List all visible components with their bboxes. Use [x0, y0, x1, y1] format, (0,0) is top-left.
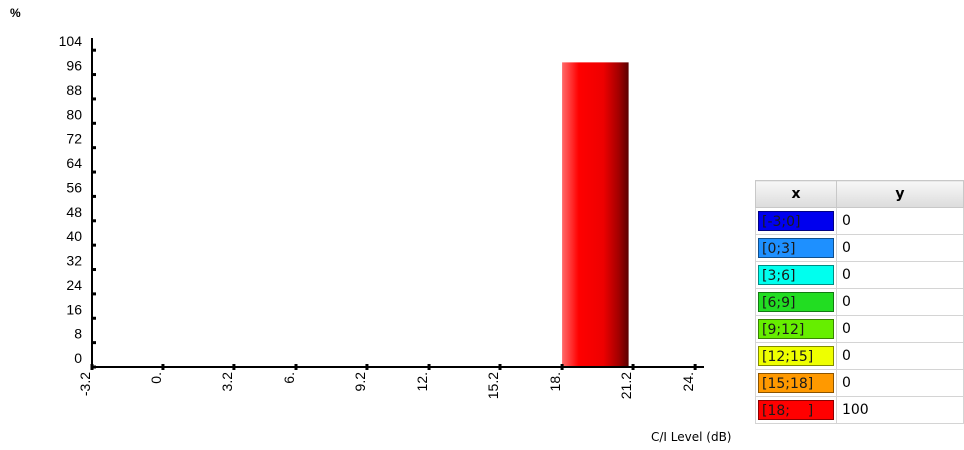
x-tick-label: -3.2	[77, 372, 93, 396]
legend-swatch-cell: [0;3]	[755, 234, 837, 262]
y-tick-label: 16	[66, 301, 82, 317]
x-tick-label: 0.	[148, 372, 164, 384]
legend-row[interactable]: [15;18] 0	[755, 369, 964, 397]
y-tick-label: 40	[66, 228, 82, 244]
legend-value: 0	[835, 207, 964, 235]
legend-row[interactable]: [-3;0] 0	[755, 207, 964, 235]
legend-row[interactable]: [3;6] 0	[755, 261, 964, 289]
legend-value: 0	[835, 234, 964, 262]
legend-row[interactable]: [6;9] 0	[755, 288, 964, 316]
legend-header-y[interactable]: y	[835, 180, 964, 208]
legend-row[interactable]: [0;3] 0	[755, 234, 964, 262]
legend-range-label: [18; ]	[758, 400, 834, 420]
legend-swatch-cell: [6;9]	[755, 288, 837, 316]
y-tick-label: 72	[66, 131, 82, 147]
legend-swatch-cell: [18; ]	[755, 396, 837, 424]
y-tick-label: 8	[74, 326, 82, 342]
y-tick-label: 96	[66, 58, 82, 74]
y-axis-unit-label: %	[10, 6, 21, 20]
x-tick-label: 9.2	[352, 372, 368, 392]
x-tick-label: 21.2	[618, 372, 634, 399]
legend-swatch-cell: [9;12]	[755, 315, 837, 343]
legend-range-label: [3;6]	[758, 265, 834, 285]
y-tick-label: 32	[66, 253, 82, 269]
legend-value: 0	[835, 315, 964, 343]
legend-range-label: [9;12]	[758, 319, 834, 339]
legend-value: 0	[835, 342, 964, 370]
legend-swatch-cell: [15;18]	[755, 369, 837, 397]
legend-swatch-cell: [12;15]	[755, 342, 837, 370]
y-tick-label: 48	[66, 204, 82, 220]
y-tick-label: 80	[66, 106, 82, 122]
y-tick-label: 88	[66, 82, 82, 98]
legend-row[interactable]: [18; ] 100	[755, 396, 964, 424]
legend-value: 100	[835, 396, 964, 424]
legend-row[interactable]: [12;15] 0	[755, 342, 964, 370]
x-tick-label: 15.2	[485, 372, 501, 399]
legend-value: 0	[835, 261, 964, 289]
legend-row[interactable]: [9;12] 0	[755, 315, 964, 343]
y-tick-label: 104	[59, 33, 83, 49]
legend-swatch-cell: [-3;0]	[755, 207, 837, 235]
y-tick-label: 24	[66, 277, 82, 293]
y-tick-label: 64	[66, 155, 82, 171]
x-tick-label: 18.	[547, 372, 563, 391]
bar-0	[562, 62, 629, 368]
x-tick-label: 3.2	[219, 372, 235, 392]
legend-value: 0	[835, 288, 964, 316]
x-tick-label: 24.	[680, 372, 696, 391]
x-tick-label: 6.	[281, 372, 297, 384]
legend-range-label: [0;3]	[758, 238, 834, 258]
x-tick-label: 12.	[414, 372, 430, 391]
legend-range-label: [-3;0]	[758, 211, 834, 231]
legend-range-label: [15;18]	[758, 373, 834, 393]
legend-value: 0	[835, 369, 964, 397]
legend-table: x y [-3;0] 0 [0;3] 0 [3;6] 0 [6;9] 0 [9;12] 0 [12;…	[755, 180, 964, 424]
legend-range-label: [12;15]	[758, 346, 834, 366]
x-axis-label: C/I Level (dB)	[651, 430, 732, 444]
legend-header-row: x y	[755, 180, 964, 208]
y-tick-label: 0	[74, 350, 82, 366]
y-tick-label: 56	[66, 179, 82, 195]
legend-header-x[interactable]: x	[755, 180, 837, 208]
legend-swatch-cell: [3;6]	[755, 261, 837, 289]
legend-range-label: [6;9]	[758, 292, 834, 312]
